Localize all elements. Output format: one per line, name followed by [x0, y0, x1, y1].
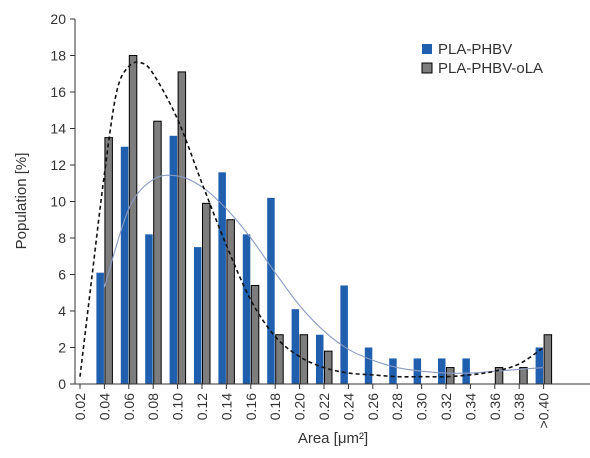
bar-pla-phbv-ola	[324, 350, 333, 385]
y-tick-label: 18	[50, 48, 66, 64]
y-tick-label: 10	[50, 194, 66, 210]
bar-pla-phbv	[316, 334, 324, 384]
x-tick-label: 0.10	[170, 393, 186, 420]
x-tick-label: 0.06	[121, 393, 137, 420]
bar-pla-phbv	[462, 358, 470, 384]
bar-pla-phbv	[438, 358, 446, 384]
x-tick-label: 0.18	[267, 393, 283, 420]
x-tick-label: 0.32	[438, 393, 454, 420]
bar-pla-phbv	[194, 247, 202, 384]
bar-pla-phbv-ola	[275, 334, 284, 385]
legend-swatch-pla-phbv-ola	[421, 62, 433, 74]
bar-pla-phbv-ola	[128, 55, 138, 385]
y-tick-label: 8	[58, 230, 66, 246]
x-tick-label: 0.24	[340, 393, 356, 420]
bar-pla-phbv	[389, 358, 397, 384]
x-tick-label: 0.26	[365, 393, 381, 420]
y-tick-label: 4	[58, 303, 66, 319]
fit-curve-pla-phbv	[103, 174, 544, 374]
y-tick-label: 0	[58, 376, 66, 392]
x-tick-label: 0.36	[487, 393, 503, 420]
fit-curve-pla-phbv-ola	[79, 61, 545, 378]
x-tick-label: 0.12	[194, 393, 210, 420]
x-tick-label: 0.02	[72, 393, 88, 420]
x-tick-label: 0.20	[292, 393, 308, 420]
bar-pla-phbv-ola	[226, 219, 235, 385]
axes: 0 2 4 6 8 10 12 14 16 18 20 0.02 0.04 0.06 0.08 0.10 0.1…	[50, 11, 590, 428]
y-axis-label: Population [%]	[13, 153, 30, 250]
bar-pla-phbv	[169, 135, 178, 384]
bar-pla-phbv	[218, 172, 226, 384]
x-tick-label: 0.04	[96, 393, 112, 420]
bar-pla-phbv-ola	[250, 284, 260, 385]
bar-pla-phbv	[267, 197, 275, 384]
bar-pla-phbv	[242, 234, 251, 384]
bar-pla-phbv-ola	[177, 71, 187, 385]
bar-pla-phbv-ola	[202, 202, 211, 385]
bar-pla-phbv-ola	[519, 367, 528, 385]
x-tick-label: 0.14	[218, 393, 234, 420]
bar-pla-phbv	[145, 234, 153, 384]
y-tick-label: 14	[50, 121, 66, 137]
y-tick-label: 6	[58, 267, 66, 283]
x-tick-label: 0.38	[511, 393, 527, 420]
bar-pla-phbv	[340, 285, 348, 384]
bar-pla-phbv-ola	[543, 334, 553, 385]
legend: PLA-PHBV PLA-PHBV-oLA	[421, 41, 543, 77]
legend-label-pla-phbv: PLA-PHBV	[438, 41, 512, 58]
bar-pla-phbv	[364, 347, 373, 384]
x-tick-label: 0.28	[389, 393, 405, 420]
x-tick-label: 0.30	[414, 393, 430, 420]
x-tick-label: >0.40	[536, 393, 552, 429]
y-tick-label: 12	[50, 157, 66, 173]
bar-pla-phbv	[96, 272, 104, 384]
plot-area	[79, 55, 553, 385]
bar-pla-phbv	[291, 309, 300, 384]
legend-label-pla-phbv-ola: PLA-PHBV-oLA	[438, 60, 543, 77]
bar-pla-phbv-ola	[104, 137, 113, 385]
x-tick-label: 0.08	[145, 393, 161, 420]
x-axis-label: Area [μm²]	[298, 430, 368, 447]
y-tick-label: 2	[58, 340, 66, 356]
bar-pla-phbv	[120, 146, 129, 384]
x-tick-label: 0.22	[316, 393, 332, 420]
legend-swatch-pla-phbv	[422, 44, 432, 54]
bar-pla-phbv-ola	[153, 120, 162, 385]
x-tick-label: 0.34	[462, 393, 478, 420]
y-tick-label: 20	[50, 11, 66, 27]
bar-pla-phbv	[535, 347, 544, 384]
y-tick-label: 16	[50, 84, 66, 100]
x-tick-label: 0.16	[243, 393, 259, 420]
